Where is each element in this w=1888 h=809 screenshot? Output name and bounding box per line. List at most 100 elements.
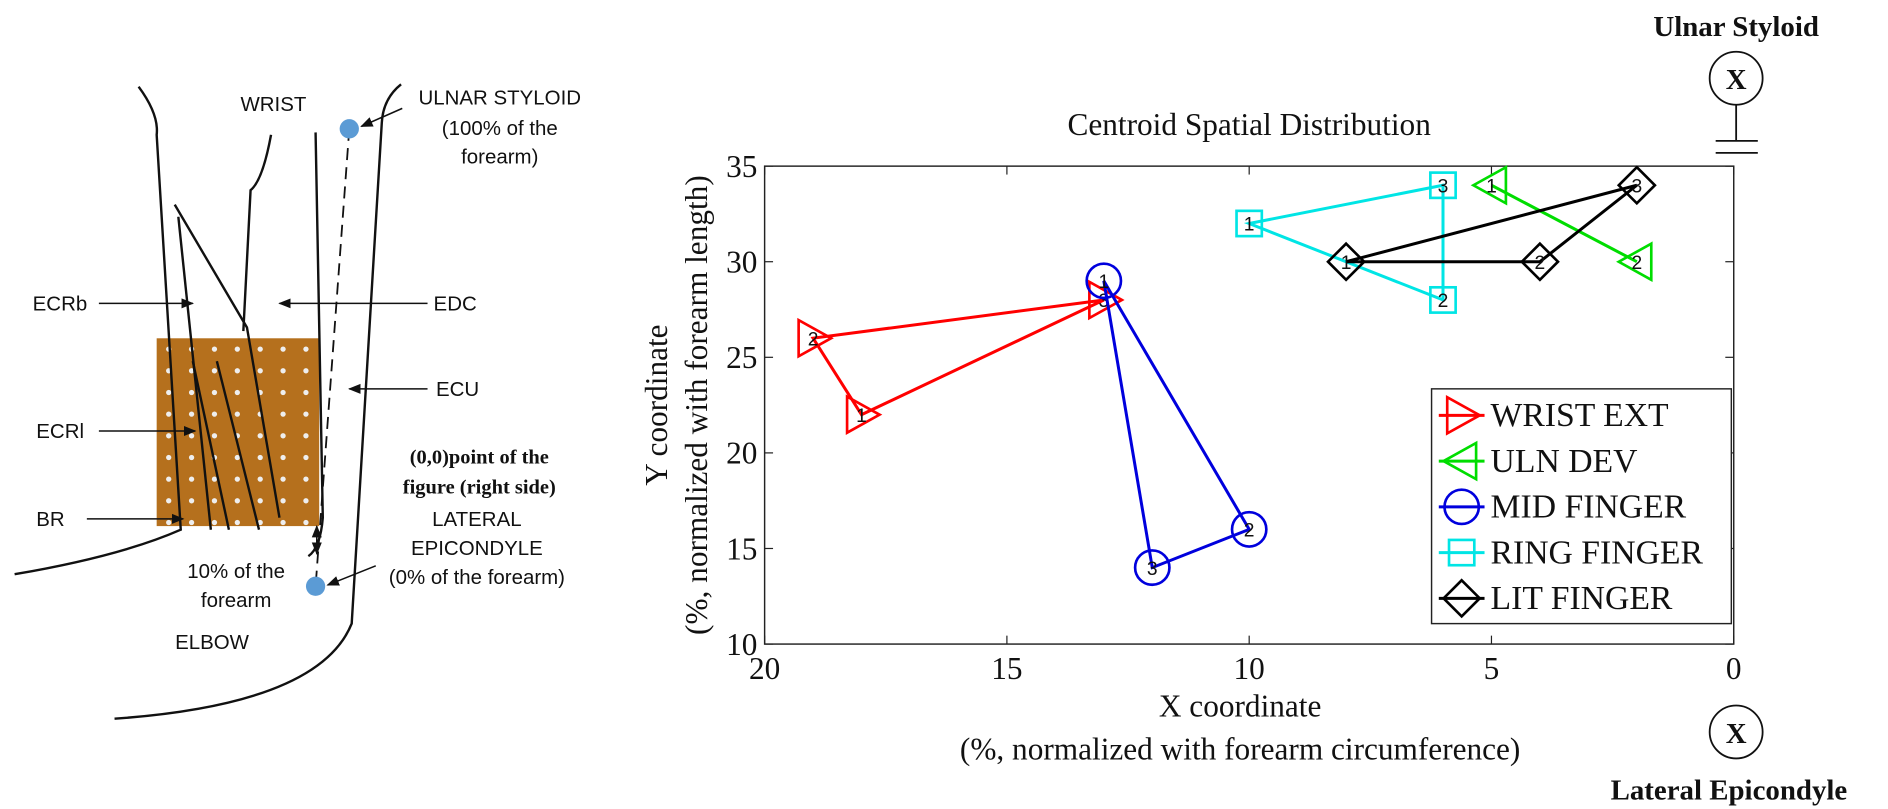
label: WRIST — [240, 93, 306, 116]
electrode-dot — [303, 498, 309, 504]
electrode-dot — [188, 389, 195, 396]
marker — [1616, 165, 1657, 206]
marker — [1429, 171, 1457, 200]
electrode-dot — [166, 498, 172, 504]
electrode-dot — [234, 476, 240, 482]
electrode-dot — [166, 519, 172, 526]
electrode-dot — [211, 433, 218, 439]
label: BR — [36, 508, 64, 531]
electrode-patch — [156, 338, 320, 527]
point-label: 3 — [1631, 176, 1642, 197]
label: (0% of the forearm) — [389, 566, 565, 589]
label: ELBOW — [175, 631, 250, 654]
side-label: Lateral Epicondyle — [1611, 774, 1848, 806]
symbol: X — [1726, 718, 1747, 750]
chart: Centroid Spatial Distribution X coordinat… — [639, 107, 1741, 767]
x-tick-label: 10 — [1234, 651, 1265, 686]
marker — [1326, 241, 1367, 282]
electrode-dot — [257, 454, 263, 461]
electrode-dot — [280, 346, 286, 352]
label: (100% of the — [442, 117, 558, 140]
marker — [1443, 488, 1481, 526]
electrode-dot — [257, 368, 263, 374]
muscle-line — [173, 204, 281, 518]
muscle-line — [215, 360, 261, 530]
electrode-dot — [280, 389, 286, 396]
electrode-dot — [257, 476, 263, 482]
side-annotations: Ulnar Styloid X X Lateral Epicondyle — [1611, 11, 1848, 806]
electrode-dot — [166, 389, 172, 396]
label: LATERAL — [432, 508, 521, 531]
electrode-dot — [234, 519, 240, 526]
electrode-dot — [166, 433, 172, 439]
electrode-dot — [211, 519, 218, 526]
electrode-dot — [188, 519, 195, 526]
marker — [1085, 262, 1123, 300]
legend-label: WRIST EXT — [1491, 397, 1670, 434]
legend-label: LIT FINGER — [1491, 580, 1673, 617]
electrode-dot — [303, 476, 309, 482]
y-tick-label: 15 — [726, 531, 757, 566]
ground-symbol — [1715, 104, 1758, 154]
electrode-dot — [234, 346, 240, 352]
series-line — [810, 298, 1105, 417]
point-label: 2 — [808, 329, 819, 350]
electrode-dot — [211, 476, 218, 482]
electrode-dot — [303, 411, 309, 417]
electrode-dot — [211, 346, 218, 352]
electrode-dot — [188, 433, 195, 439]
point-label: 1 — [856, 406, 867, 427]
y-axis-label: (%, normalized with forearm length) — [679, 175, 714, 635]
electrode-dot — [257, 433, 263, 439]
electrode-dot — [188, 498, 195, 504]
series-line — [1102, 280, 1252, 570]
electrode-dot — [188, 368, 195, 374]
electrode-dot — [234, 389, 240, 396]
electrode-dot — [188, 476, 195, 482]
point-label: 1 — [1341, 253, 1352, 274]
electrode-dot — [303, 368, 309, 374]
point-label: 1 — [1098, 272, 1109, 293]
marker — [797, 317, 834, 359]
electrode-dot — [303, 346, 309, 352]
marker — [1470, 164, 1508, 206]
point-label: 3 — [1147, 559, 1158, 580]
label: forearm — [201, 589, 271, 612]
legend-label: ULN DEV — [1491, 443, 1638, 480]
electrode-dot — [188, 411, 195, 417]
x-axis-label: X coordinate — [1159, 688, 1322, 723]
marker — [1447, 538, 1476, 567]
point-label: 1 — [1486, 176, 1497, 197]
side-label: Ulnar Styloid — [1653, 11, 1819, 43]
x-tick-label: 20 — [749, 651, 780, 686]
x-tick-label: 0 — [1726, 651, 1742, 686]
marker — [1235, 209, 1264, 238]
marker — [1441, 578, 1482, 619]
symbol: X — [1726, 64, 1747, 96]
legend-label: RING FINGER — [1491, 534, 1704, 571]
series-line — [1345, 183, 1638, 264]
electrode-dot — [303, 454, 309, 461]
label: EDC — [434, 293, 477, 316]
electrode-dot — [303, 519, 309, 526]
point-label: 2 — [1631, 253, 1642, 274]
electrode-dot — [280, 519, 286, 526]
electrode-dot — [257, 346, 263, 352]
electrode-dot — [280, 476, 286, 482]
point-label: 3 — [1098, 291, 1109, 312]
marker — [1230, 510, 1268, 548]
marker — [1429, 285, 1457, 314]
point-label: 2 — [1535, 253, 1546, 274]
marker — [1445, 395, 1483, 436]
electrode-dot — [280, 368, 286, 374]
electrode-dot — [257, 498, 263, 504]
electrode-dot — [166, 454, 172, 461]
chart-title: Centroid Spatial Distribution — [1067, 107, 1431, 142]
label: forearm) — [461, 146, 538, 169]
y-tick-label: 35 — [726, 149, 757, 184]
label: ECRb — [33, 293, 88, 316]
marker — [845, 394, 883, 435]
arm-outline — [14, 85, 182, 576]
electrode-dot — [234, 411, 240, 417]
